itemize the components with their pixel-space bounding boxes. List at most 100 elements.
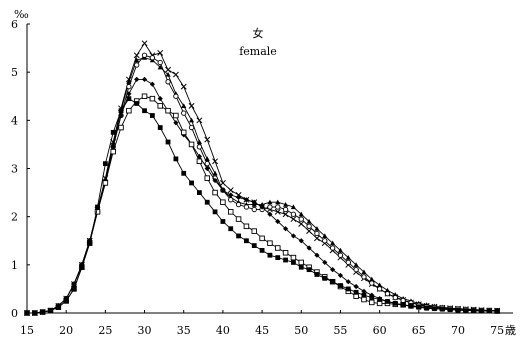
x-tick-label: 70 bbox=[451, 324, 465, 337]
data-point-filled-square-marker bbox=[71, 286, 77, 292]
data-point-circle-marker bbox=[384, 291, 391, 297]
data-point-diamond-marker bbox=[345, 279, 351, 285]
data-point-filled-square-marker bbox=[48, 308, 53, 313]
data-point-filled-square-marker bbox=[118, 108, 124, 114]
data-point-diamond-marker bbox=[251, 199, 257, 205]
data-point-circle-marker bbox=[306, 223, 312, 229]
data-point-filled-square-marker bbox=[55, 304, 61, 310]
data-point-open-square-marker bbox=[141, 93, 148, 99]
data-point-diamond-marker bbox=[235, 194, 242, 200]
y-tick-label: 3 bbox=[11, 163, 18, 176]
data-point-circle-marker bbox=[353, 266, 359, 273]
data-point-circle-marker bbox=[134, 62, 140, 68]
data-point-diamond-marker bbox=[306, 245, 312, 251]
data-point-open-square-marker bbox=[235, 216, 242, 222]
data-point-filled-square-marker bbox=[432, 306, 437, 312]
data-point-filled-square-marker bbox=[408, 303, 414, 309]
data-point-circle-marker bbox=[204, 161, 210, 167]
data-point-triangle-marker bbox=[377, 282, 383, 288]
data-point-x-marker bbox=[290, 216, 297, 223]
data-point-diamond-marker bbox=[361, 288, 367, 294]
data-point-circle-marker bbox=[165, 79, 171, 85]
data-point-triangle-marker bbox=[267, 199, 273, 205]
data-point-x-marker bbox=[298, 220, 305, 227]
data-point-filled-square-marker bbox=[298, 264, 304, 270]
data-point-filled-square-marker bbox=[345, 286, 351, 292]
data-point-triangle-marker bbox=[345, 255, 351, 260]
data-point-filled-square-marker bbox=[447, 307, 453, 313]
data-point-filled-square-marker bbox=[236, 233, 241, 239]
data-point-open-square-marker bbox=[369, 299, 375, 306]
data-point-filled-square-marker bbox=[32, 310, 38, 316]
data-point-circle-marker bbox=[188, 124, 195, 131]
y-tick-label: 0 bbox=[11, 307, 18, 320]
y-tick-label: 4 bbox=[11, 114, 18, 127]
series-triangle bbox=[24, 55, 500, 316]
data-point-open-square-marker bbox=[282, 250, 289, 256]
data-point-filled-square-marker bbox=[134, 101, 140, 106]
data-point-open-square-marker bbox=[157, 103, 163, 109]
data-point-filled-square-marker bbox=[455, 307, 461, 313]
data-point-filled-square-marker bbox=[142, 108, 147, 114]
data-point-filled-square-marker bbox=[479, 308, 484, 314]
data-point-open-square-marker bbox=[267, 240, 273, 246]
data-point-circle-marker bbox=[314, 230, 320, 237]
x-tick-label: 55 bbox=[333, 324, 347, 337]
data-point-open-square-marker bbox=[290, 254, 297, 261]
series-line-triangle bbox=[27, 57, 498, 314]
data-point-diamond-marker bbox=[298, 238, 304, 244]
data-point-filled-square-marker bbox=[267, 252, 273, 258]
data-point-triangle-marker bbox=[306, 218, 312, 224]
data-point-open-square-marker bbox=[259, 235, 265, 242]
data-point-diamond-marker bbox=[134, 76, 140, 82]
y-tick-label: 6 bbox=[11, 18, 18, 31]
data-point-circle-marker bbox=[181, 110, 187, 116]
data-point-circle-marker bbox=[235, 201, 242, 208]
data-point-filled-square-marker bbox=[220, 219, 226, 224]
data-point-open-square-marker bbox=[251, 228, 257, 234]
data-point-triangle-marker bbox=[337, 247, 344, 253]
data-point-triangle-marker bbox=[298, 211, 304, 217]
data-point-triangle-marker bbox=[259, 202, 265, 207]
data-point-diamond-marker bbox=[290, 233, 297, 239]
data-point-circle-marker bbox=[322, 238, 328, 244]
series-line-x bbox=[27, 42, 498, 314]
data-point-x-marker bbox=[306, 228, 313, 235]
data-point-circle-marker bbox=[243, 204, 250, 210]
data-point-open-square-marker bbox=[188, 141, 195, 148]
data-point-filled-square-marker bbox=[494, 308, 500, 314]
data-point-circle-marker bbox=[298, 216, 304, 222]
data-point-triangle-marker bbox=[157, 64, 163, 70]
data-point-open-square-marker bbox=[220, 199, 226, 205]
data-point-filled-square-marker bbox=[392, 300, 398, 306]
x-axis-ticks: 15 20 25 30 35 40 45 50 55 60 65 70 75 bbox=[20, 310, 504, 337]
data-point-triangle-marker bbox=[369, 276, 375, 282]
data-point-x-marker bbox=[282, 211, 289, 218]
series-x bbox=[24, 40, 501, 316]
data-point-x-marker bbox=[188, 102, 195, 109]
data-point-diamond-marker bbox=[259, 204, 265, 210]
data-point-filled-square-marker bbox=[369, 295, 375, 300]
data-point-filled-square-marker bbox=[322, 275, 328, 281]
data-point-diamond-marker bbox=[71, 281, 77, 287]
data-point-circle-marker bbox=[337, 252, 344, 258]
data-point-filled-square-marker bbox=[126, 96, 132, 102]
data-point-x-marker bbox=[180, 83, 187, 90]
data-point-open-square-marker bbox=[275, 245, 281, 251]
x-tick-label: 25 bbox=[98, 324, 112, 337]
series-circle bbox=[24, 52, 500, 316]
data-point-filled-square-marker bbox=[463, 308, 469, 313]
data-point-filled-square-marker bbox=[63, 298, 69, 304]
data-point-diamond-marker bbox=[282, 226, 289, 232]
data-point-x-marker bbox=[141, 40, 148, 47]
data-point-circle-marker bbox=[141, 52, 148, 58]
y-tick-label: 5 bbox=[11, 66, 18, 79]
data-point-triangle-marker bbox=[165, 71, 171, 77]
data-point-triangle-marker bbox=[212, 170, 218, 176]
x-tick-label: 15 bbox=[20, 324, 34, 337]
data-point-circle-marker bbox=[251, 206, 257, 213]
data-point-filled-square-marker bbox=[486, 308, 492, 314]
series-line-circle bbox=[27, 54, 498, 314]
